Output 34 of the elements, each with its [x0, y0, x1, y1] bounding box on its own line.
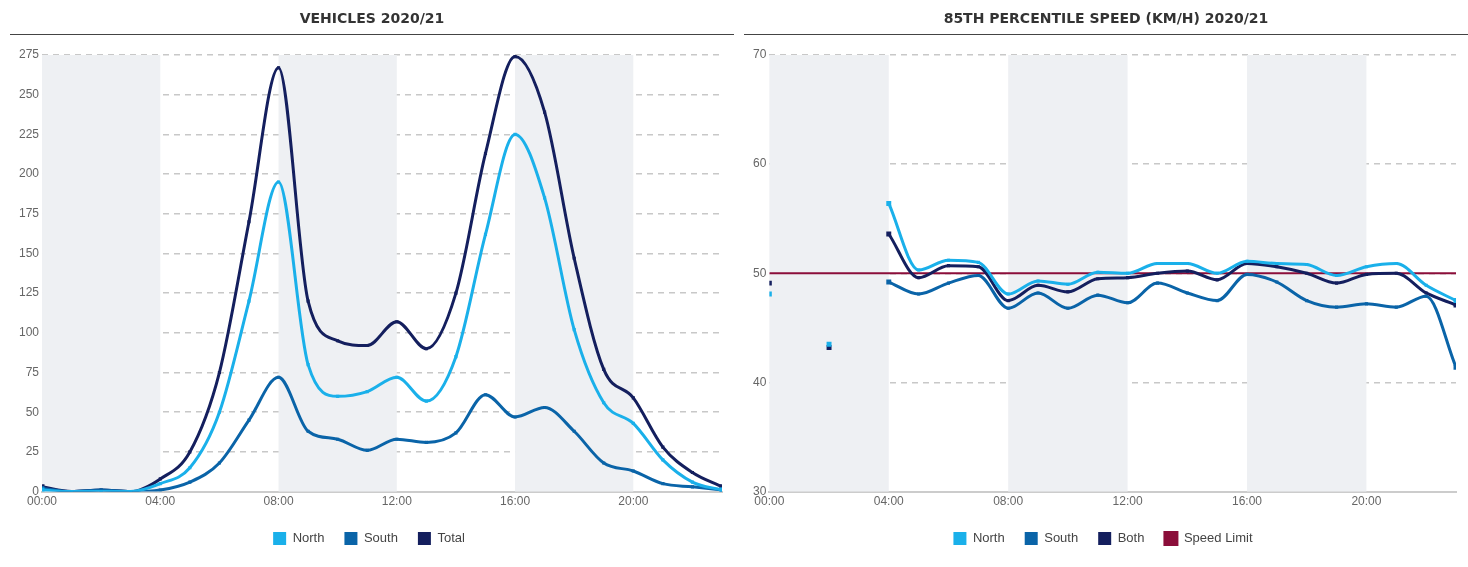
y-tick-label: 100: [18, 325, 40, 340]
x-tick-label: 04:00: [145, 494, 176, 509]
y-tick-label: 125: [18, 285, 40, 300]
x-tick-label: 04:00: [873, 494, 905, 509]
y-tick-label: 40: [752, 374, 767, 389]
y-tick-label: 225: [18, 126, 40, 141]
x-tick-label: 08:00: [263, 494, 294, 509]
legend-label: South: [363, 530, 398, 546]
legend-label: North: [972, 530, 1005, 546]
y-tick-label: 150: [18, 245, 40, 260]
x-tick-label: 20:00: [618, 494, 649, 509]
x-tick-label: 16:00: [1232, 494, 1263, 509]
y-tick-label: 50: [752, 265, 767, 280]
chart-title: VEHICLES 2020/21: [10, 0, 734, 35]
x-tick-label: 16:00: [500, 494, 531, 509]
y-tick-label: 275: [18, 47, 40, 62]
y-tick-label: 200: [18, 166, 40, 181]
x-tick-label: 08:00: [993, 494, 1024, 509]
y-tick-label: 175: [18, 206, 40, 221]
legend-label: South: [1044, 530, 1079, 546]
legend-label: Both: [1117, 530, 1145, 546]
legend-label: Speed Limit: [1183, 530, 1253, 546]
legend-label: Total: [437, 530, 465, 546]
x-tick-label: 12:00: [381, 494, 413, 509]
y-tick-label: 60: [752, 156, 767, 171]
y-tick-label: 70: [752, 47, 767, 62]
x-tick-label: 12:00: [1112, 494, 1143, 509]
y-tick-label: 25: [25, 444, 40, 459]
y-tick-label: 75: [25, 364, 40, 379]
x-tick-label: 20:00: [1351, 494, 1382, 509]
y-tick-label: 50: [25, 404, 40, 419]
chart-title: 85TH PERCENTILE SPEED (KM/H) 2020/21: [744, 0, 1468, 35]
legend-label: North: [292, 530, 325, 546]
y-tick-label: 250: [18, 87, 40, 101]
